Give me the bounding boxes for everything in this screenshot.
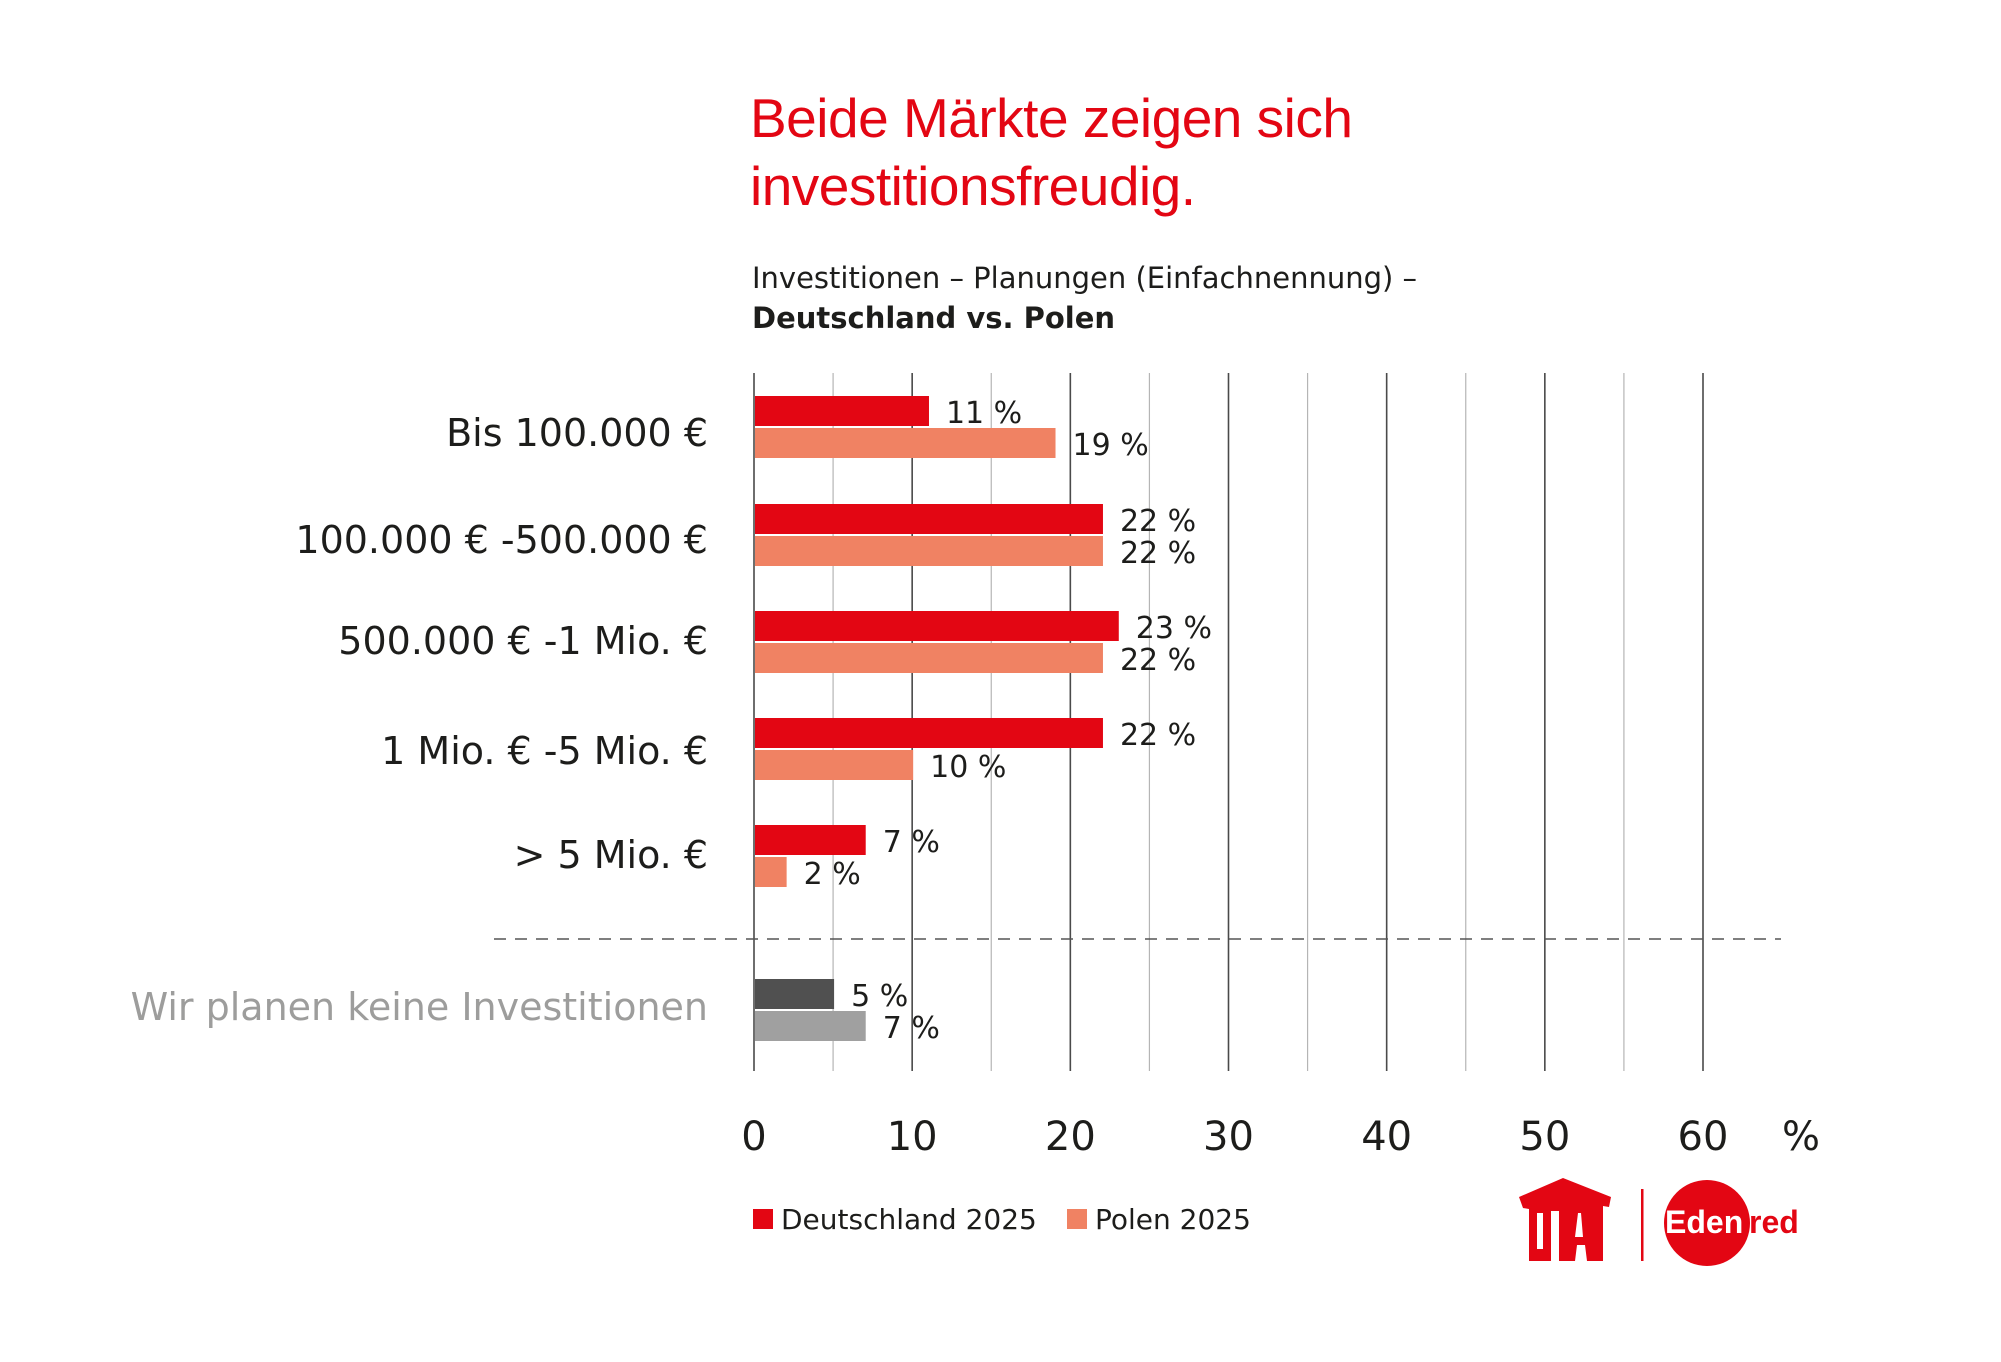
subtitle-line-1: Investitionen – Planungen (Einfachnennun… bbox=[752, 261, 1418, 295]
legend-label: Polen 2025 bbox=[1095, 1203, 1251, 1236]
bar-polen bbox=[755, 1011, 866, 1041]
title-line-1: Beide Märkte zeigen sich bbox=[750, 87, 1353, 149]
bar-polen bbox=[755, 750, 914, 780]
category-label: 500.000 € -1 Mio. € bbox=[338, 619, 708, 663]
bar-deutschland bbox=[755, 825, 866, 855]
bar-deutschland bbox=[755, 611, 1119, 641]
svg-text:Eden: Eden bbox=[1665, 1204, 1743, 1240]
bar-deutschland bbox=[755, 718, 1103, 748]
subtitle-line-2: Deutschland vs. Polen bbox=[752, 301, 1116, 335]
data-label: 10 % bbox=[930, 750, 1006, 785]
category-label: 1 Mio. € -5 Mio. € bbox=[381, 729, 708, 773]
data-label: 22 % bbox=[1120, 643, 1196, 678]
svg-text:red: red bbox=[1749, 1204, 1799, 1240]
x-tick-label: 0 bbox=[741, 1114, 766, 1160]
legend-swatch bbox=[753, 1209, 773, 1229]
bar-deutschland bbox=[755, 504, 1103, 534]
data-label: 22 % bbox=[1120, 536, 1196, 571]
data-label: 2 % bbox=[804, 857, 861, 892]
data-label: 5 % bbox=[851, 979, 908, 1014]
x-tick-label: 30 bbox=[1203, 1114, 1254, 1160]
data-label: 19 % bbox=[1073, 428, 1149, 463]
data-label: 22 % bbox=[1120, 504, 1196, 539]
category-label: 100.000 € -500.000 € bbox=[295, 518, 708, 562]
category-label: Wir planen keine Investitionen bbox=[131, 985, 708, 1029]
category-label: > 5 Mio. € bbox=[514, 833, 708, 877]
data-label: 11 % bbox=[946, 396, 1022, 431]
data-label: 7 % bbox=[883, 1011, 940, 1046]
data-label: 22 % bbox=[1120, 718, 1196, 753]
x-tick-label: 10 bbox=[887, 1114, 938, 1160]
bar-deutschland bbox=[755, 396, 929, 426]
bar-polen bbox=[755, 857, 787, 887]
data-label: 7 % bbox=[883, 825, 940, 860]
chart-subtitle: Investitionen – Planungen (Einfachnennun… bbox=[752, 258, 1417, 338]
data-label: 23 % bbox=[1136, 611, 1212, 646]
uta-edenred-logo: Eden red bbox=[1519, 1178, 1799, 1266]
bar-deutschland bbox=[755, 979, 835, 1009]
title-line-2: investitionsfreudig. bbox=[750, 155, 1196, 217]
bar-polen bbox=[755, 428, 1056, 458]
category-label: Bis 100.000 € bbox=[446, 411, 708, 455]
x-tick-label: 60 bbox=[1678, 1114, 1729, 1160]
legend-label: Deutschland 2025 bbox=[781, 1203, 1037, 1236]
legend-swatch bbox=[1067, 1209, 1087, 1229]
chart-title: Beide Märkte zeigen sich investitionsfre… bbox=[750, 84, 1353, 220]
x-tick-label: 40 bbox=[1361, 1114, 1412, 1160]
bar-polen bbox=[755, 536, 1103, 566]
x-tick-label: 50 bbox=[1519, 1114, 1570, 1160]
x-tick-label: 20 bbox=[1045, 1114, 1096, 1160]
x-unit-label: % bbox=[1782, 1114, 1820, 1160]
bar-polen bbox=[755, 643, 1103, 673]
